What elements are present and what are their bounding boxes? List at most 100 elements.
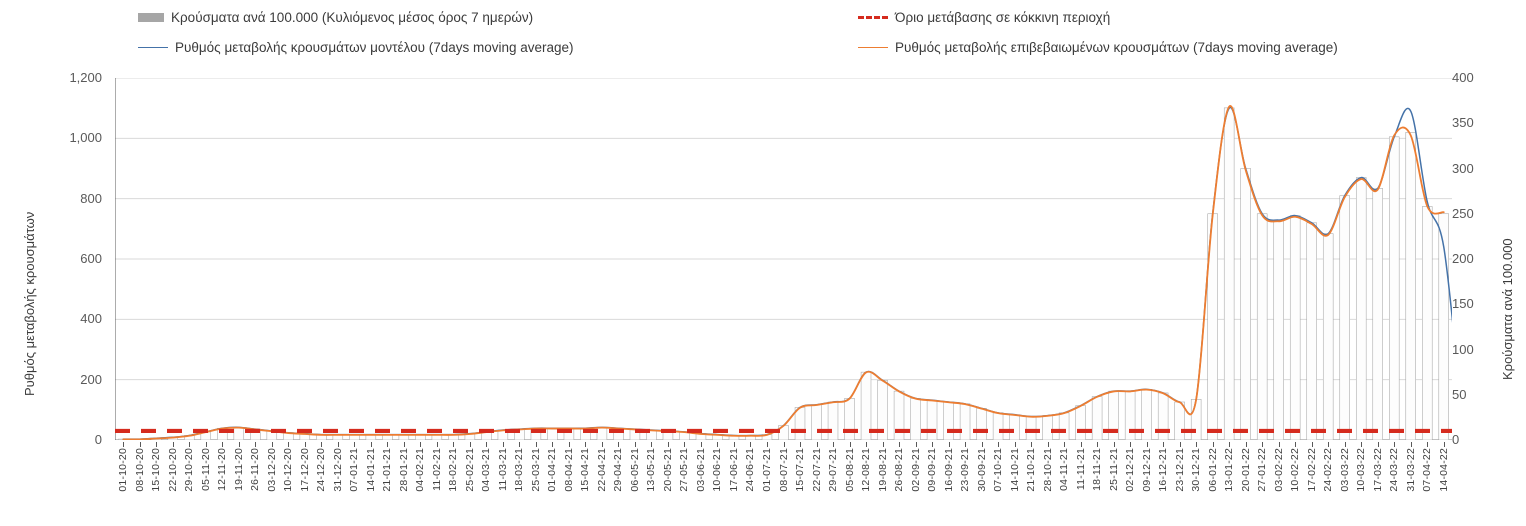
- x-axis-tick: [387, 442, 389, 447]
- y-axis-left-tick: 600: [80, 251, 102, 266]
- x-axis-label: 24-02-22: [1322, 448, 1335, 492]
- x-axis-tick: [337, 442, 339, 447]
- x-axis-label: 25-03-21: [529, 448, 542, 492]
- x-axis-label: 11-11-21: [1074, 448, 1087, 491]
- x-axis-label: 17-03-22: [1371, 448, 1384, 492]
- legend-item-confirmed-line[interactable]: Ρυθμός μεταβολής επιβεβαιωμένων κρουσμάτ…: [858, 41, 1338, 55]
- legend-label-bars: Κρούσματα ανά 100.000 (Κυλιόμενος μέσος …: [171, 10, 534, 25]
- y-axis-right-tick: 100: [1452, 341, 1474, 357]
- legend-item-bars[interactable]: Κρούσματα ανά 100.000 (Κυλιόμενος μέσος …: [138, 11, 533, 25]
- x-axis-tick: [1014, 442, 1016, 447]
- x-axis-tick: [1212, 442, 1214, 447]
- x-axis-label: 09-09-21: [926, 448, 939, 492]
- x-axis-tick: [1344, 442, 1346, 447]
- x-axis-label: 13-05-21: [645, 448, 658, 492]
- x-axis-label: 21-10-21: [1025, 448, 1038, 492]
- x-axis-tick: [1196, 442, 1198, 447]
- x-axis-tick: [766, 442, 768, 447]
- bar: [1240, 168, 1251, 440]
- x-axis-tick: [651, 442, 653, 447]
- x-axis-tick: [882, 442, 884, 447]
- x-axis-tick: [899, 442, 901, 447]
- x-axis-tick: [238, 442, 240, 447]
- chart-svg: [115, 78, 1452, 440]
- bar: [1422, 206, 1433, 440]
- x-axis-tick: [453, 442, 455, 447]
- line-swatch-orange-icon: [858, 47, 888, 49]
- y-axis-right: 0 50 100 150 200 250 300 350 400: [1452, 0, 1492, 526]
- x-axis-tick: [1245, 442, 1247, 447]
- x-axis-label: 20-01-22: [1239, 448, 1252, 492]
- x-axis-tick: [469, 442, 471, 447]
- bar: [547, 427, 558, 440]
- x-axis-tick: [1278, 442, 1280, 447]
- y-axis-left-tick: 400: [80, 311, 102, 327]
- x-axis-tick: [783, 442, 785, 447]
- x-axis-tick: [634, 442, 636, 447]
- x-axis-label: 08-07-21: [777, 448, 790, 492]
- y-axis-left-title: Ρυθμός μεταβολής κρουσμάτων: [22, 211, 37, 396]
- x-axis-label: 23-09-21: [959, 448, 972, 492]
- x-axis-label: 23-12-21: [1173, 448, 1186, 492]
- x-axis-label: 11-02-21: [430, 448, 443, 491]
- x-axis-label: 31-03-22: [1404, 448, 1417, 492]
- x-axis-label: 08-10-20: [133, 448, 146, 492]
- bar: [233, 427, 245, 440]
- x-axis-label: 01-04-21: [546, 448, 559, 492]
- legend-label-model-line: Ρυθμός μεταβολής κρουσμάτων μοντέλου (7d…: [175, 40, 574, 55]
- bar: [943, 401, 954, 440]
- y-axis-right-tick: 200: [1452, 251, 1474, 266]
- bar: [811, 404, 822, 440]
- x-axis-label: 17-02-22: [1305, 448, 1318, 492]
- x-axis-label: 07-01-21: [348, 448, 361, 492]
- x-axis-tick: [601, 442, 603, 447]
- x-axis-tick: [403, 442, 405, 447]
- x-axis-tick: [915, 442, 917, 447]
- x-axis-label: 04-11-21: [1058, 448, 1071, 491]
- y-axis-right-tick: 400: [1452, 70, 1474, 85]
- x-axis-tick: [304, 442, 306, 447]
- y-axis-right-tick: 50: [1452, 386, 1467, 402]
- x-axis-label: 10-03-22: [1355, 448, 1368, 492]
- x-axis-label: 31-12-20: [331, 448, 344, 492]
- bar: [1322, 233, 1334, 440]
- x-axis-label: 07-10-21: [992, 448, 1005, 492]
- x-axis-tick: [1427, 442, 1429, 447]
- x-axis-label: 02-12-21: [1124, 448, 1137, 492]
- bar: [992, 412, 1004, 440]
- x-axis-label: 05-08-21: [843, 448, 856, 492]
- x-axis-label: 16-12-21: [1157, 448, 1170, 492]
- legend-item-model-line[interactable]: Ρυθμός μεταβολής κρουσμάτων μοντέλου (7d…: [138, 41, 574, 55]
- x-axis-label: 03-03-22: [1338, 448, 1351, 492]
- x-axis-label: 03-06-21: [694, 448, 707, 492]
- bar: [926, 399, 938, 440]
- y-axis-right-tick: 150: [1452, 296, 1474, 312]
- x-axis-label: 07-04-22: [1421, 448, 1434, 492]
- x-axis-tick: [998, 442, 1000, 447]
- x-axis-tick: [1080, 442, 1082, 447]
- x-axis-label: 05-11-20: [199, 448, 212, 491]
- x-axis-tick: [1097, 442, 1099, 447]
- x-axis-label: 10-06-21: [711, 448, 724, 492]
- x-axis-label: 19-08-21: [876, 448, 889, 492]
- bar: [1091, 396, 1103, 440]
- x-axis-tick: [568, 442, 570, 447]
- x-axis-label: 14-10-21: [1008, 448, 1021, 492]
- bar: [1289, 215, 1301, 440]
- x-axis-tick: [1064, 442, 1066, 447]
- x-axis-tick: [139, 442, 141, 447]
- x-axis-label: 22-04-21: [595, 448, 608, 492]
- x-axis-tick: [800, 442, 801, 447]
- x-axis-tick: [255, 442, 257, 447]
- legend-item-threshold[interactable]: Όριο μετάβασης σε κόκκινη περιοχή: [858, 11, 1110, 25]
- bar: [827, 401, 839, 440]
- x-axis-label: 26-08-21: [893, 448, 906, 492]
- bar-series: [118, 107, 1449, 440]
- bar: [1223, 107, 1235, 440]
- bar: [910, 398, 921, 440]
- x-axis-label: 10-02-22: [1289, 448, 1302, 492]
- x-axis-tick: [849, 442, 851, 447]
- y-axis-right-title: Κρούσματα ανά 100.000: [1500, 238, 1515, 380]
- x-axis-tick: [1377, 442, 1379, 447]
- x-axis-label: 15-10-20: [150, 448, 163, 492]
